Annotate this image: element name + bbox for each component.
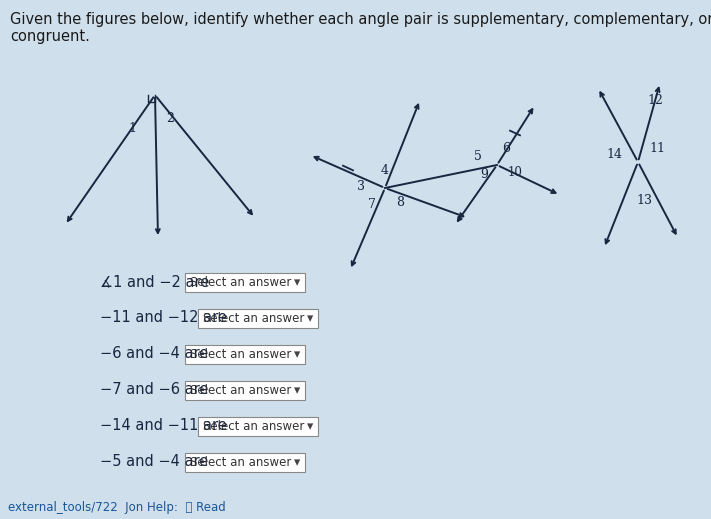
Text: Select an answer: Select an answer [191,384,292,397]
Text: ▾: ▾ [306,312,313,325]
Text: −7 and −6 are: −7 and −6 are [100,383,213,398]
Text: −14 and −11 are: −14 and −11 are [100,418,231,433]
Text: 5: 5 [474,151,482,163]
Text: ▾: ▾ [294,277,301,290]
Text: Select an answer: Select an answer [203,311,304,324]
Text: 11: 11 [649,142,665,155]
Text: Given the figures below, identify whether each angle pair is supplementary, comp: Given the figures below, identify whethe… [10,12,711,27]
Text: Select an answer: Select an answer [191,456,292,469]
FancyBboxPatch shape [186,453,306,471]
Text: 13: 13 [636,194,652,207]
FancyBboxPatch shape [198,308,318,327]
Text: ▾: ▾ [294,385,301,398]
Text: Select an answer: Select an answer [191,348,292,361]
Text: 8: 8 [396,197,404,210]
Text: 7: 7 [368,198,376,211]
FancyBboxPatch shape [186,345,306,363]
Text: Select an answer: Select an answer [203,419,304,432]
FancyBboxPatch shape [186,380,306,400]
Text: 2: 2 [166,112,174,125]
Text: congruent.: congruent. [10,29,90,44]
Text: 1: 1 [128,121,136,134]
Text: 12: 12 [647,93,663,106]
Text: −11 and −12 are: −11 and −12 are [100,310,232,325]
Text: 3: 3 [357,180,365,193]
Text: 14: 14 [606,148,622,161]
Text: ▾: ▾ [306,420,313,433]
Text: 6: 6 [502,142,510,155]
Text: 4: 4 [381,163,389,176]
Text: external_tools/722  Jon Help:  📄 Read: external_tools/722 Jon Help: 📄 Read [8,500,226,513]
Text: ▾: ▾ [294,457,301,470]
FancyBboxPatch shape [198,417,318,435]
Text: −6 and −4 are: −6 and −4 are [100,347,213,362]
Text: ∡1 and −2 are: ∡1 and −2 are [100,275,214,290]
Text: −5 and −4 are: −5 and −4 are [100,455,213,470]
Text: 9: 9 [480,169,488,182]
Text: Select an answer: Select an answer [191,276,292,289]
Text: ▾: ▾ [294,348,301,362]
Text: 10: 10 [508,166,523,179]
FancyBboxPatch shape [186,272,306,292]
